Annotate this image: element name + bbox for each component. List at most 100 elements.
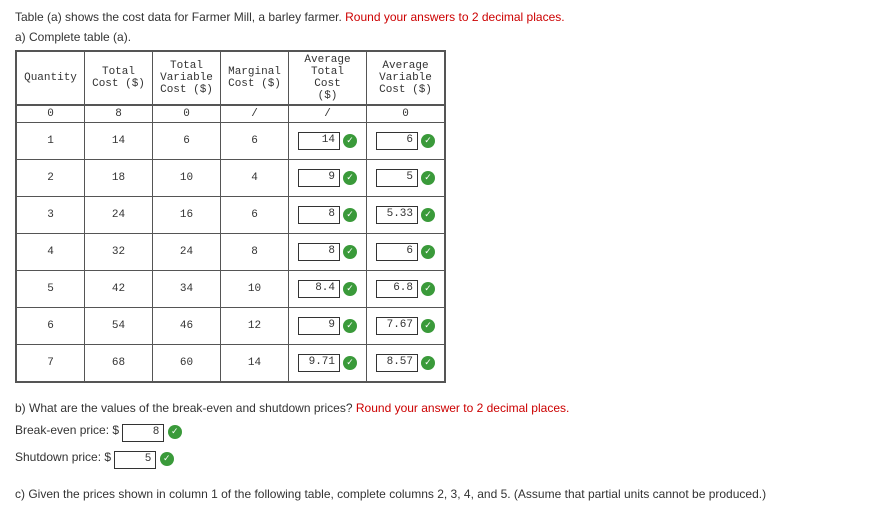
r7-atc: 9.71✓ — [289, 345, 367, 383]
r6-atc-input[interactable]: 9 — [298, 317, 340, 335]
check-icon: ✓ — [343, 319, 357, 333]
r3-avc-input[interactable]: 5.33 — [376, 206, 418, 224]
r4-tc: 32 — [85, 234, 153, 271]
row-6: 6 54 46 12 9✓ 7.67✓ — [16, 308, 445, 345]
cost-table: Quantity TotalCost ($) TotalVariableCost… — [15, 50, 446, 383]
r4-mc: 8 — [221, 234, 289, 271]
row-1: 1 14 6 6 14✓ 6✓ — [16, 123, 445, 160]
r6-tvc: 46 — [153, 308, 221, 345]
r0-mc: / — [221, 105, 289, 123]
r7-avc: 8.57✓ — [367, 345, 446, 383]
r7-atc-input[interactable]: 9.71 — [298, 354, 340, 372]
r0-tvc: 0 — [153, 105, 221, 123]
intro-line-1: Table (a) shows the cost data for Farmer… — [15, 10, 872, 24]
check-icon: ✓ — [343, 245, 357, 259]
r0-q: 0 — [16, 105, 85, 123]
r2-mc: 4 — [221, 160, 289, 197]
intro-red: Round your answers to 2 decimal places. — [345, 10, 564, 24]
row-3: 3 24 16 6 8✓ 5.33✓ — [16, 197, 445, 234]
r5-avc: 6.8✓ — [367, 271, 446, 308]
r5-avc-input[interactable]: 6.8 — [376, 280, 418, 298]
check-icon: ✓ — [160, 452, 174, 466]
r3-tvc: 16 — [153, 197, 221, 234]
r6-avc-input[interactable]: 7.67 — [376, 317, 418, 335]
intro-line-2: a) Complete table (a). — [15, 30, 872, 44]
h-atc: AverageTotal Cost($) — [289, 51, 367, 105]
r4-atc: 8✓ — [289, 234, 367, 271]
r1-mc: 6 — [221, 123, 289, 160]
check-icon: ✓ — [421, 356, 435, 370]
r5-q: 5 — [16, 271, 85, 308]
part-c: c) Given the prices shown in column 1 of… — [15, 487, 872, 501]
r6-q: 6 — [16, 308, 85, 345]
r6-mc: 12 — [221, 308, 289, 345]
r3-mc: 6 — [221, 197, 289, 234]
r3-atc: 8✓ — [289, 197, 367, 234]
r7-q: 7 — [16, 345, 85, 383]
part-b: b) What are the values of the break-even… — [15, 401, 872, 469]
row-5: 5 42 34 10 8.4✓ 6.8✓ — [16, 271, 445, 308]
r1-atc: 14✓ — [289, 123, 367, 160]
r2-atc-input[interactable]: 9 — [298, 169, 340, 187]
shutdown-input[interactable]: 5 — [114, 451, 156, 469]
r7-avc-input[interactable]: 8.57 — [376, 354, 418, 372]
h-tvc: TotalVariableCost ($) — [153, 51, 221, 105]
r5-atc-input[interactable]: 8.4 — [298, 280, 340, 298]
check-icon: ✓ — [421, 208, 435, 222]
h-mc: MarginalCost ($) — [221, 51, 289, 105]
r3-q: 3 — [16, 197, 85, 234]
r1-avc: 6✓ — [367, 123, 446, 160]
r4-tvc: 24 — [153, 234, 221, 271]
r6-atc: 9✓ — [289, 308, 367, 345]
r3-atc-input[interactable]: 8 — [298, 206, 340, 224]
check-icon: ✓ — [343, 208, 357, 222]
r5-mc: 10 — [221, 271, 289, 308]
check-icon: ✓ — [421, 319, 435, 333]
r1-tc: 14 — [85, 123, 153, 160]
check-icon: ✓ — [343, 134, 357, 148]
partb-q: b) What are the values of the break-even… — [15, 401, 356, 415]
r7-mc: 14 — [221, 345, 289, 383]
row-4: 4 32 24 8 8✓ 6✓ — [16, 234, 445, 271]
breakeven-line: Break-even price: $ 8 ✓ — [15, 423, 872, 442]
partb-q-red: Round your answer to 2 decimal places. — [356, 401, 569, 415]
check-icon: ✓ — [343, 171, 357, 185]
r5-tvc: 34 — [153, 271, 221, 308]
r2-tvc: 10 — [153, 160, 221, 197]
r5-atc: 8.4✓ — [289, 271, 367, 308]
r3-tc: 24 — [85, 197, 153, 234]
intro-text: Table (a) shows the cost data for Farmer… — [15, 10, 345, 24]
h-qty: Quantity — [16, 51, 85, 105]
r2-atc: 9✓ — [289, 160, 367, 197]
r2-tc: 18 — [85, 160, 153, 197]
r6-tc: 54 — [85, 308, 153, 345]
r1-avc-input[interactable]: 6 — [376, 132, 418, 150]
r0-tc: 8 — [85, 105, 153, 123]
r4-atc-input[interactable]: 8 — [298, 243, 340, 261]
breakeven-label: Break-even price: $ — [15, 423, 119, 437]
r2-avc-input[interactable]: 5 — [376, 169, 418, 187]
check-icon: ✓ — [421, 282, 435, 296]
row-2: 2 18 10 4 9✓ 5✓ — [16, 160, 445, 197]
r2-avc: 5✓ — [367, 160, 446, 197]
h-tc: TotalCost ($) — [85, 51, 153, 105]
check-icon: ✓ — [168, 425, 182, 439]
r0-atc: / — [289, 105, 367, 123]
shutdown-line: Shutdown price: $ 5 ✓ — [15, 450, 872, 469]
check-icon: ✓ — [421, 171, 435, 185]
check-icon: ✓ — [421, 245, 435, 259]
breakeven-input[interactable]: 8 — [122, 424, 164, 442]
header-row: Quantity TotalCost ($) TotalVariableCost… — [16, 51, 445, 105]
row-0: 0 8 0 / / 0 — [16, 105, 445, 123]
check-icon: ✓ — [343, 356, 357, 370]
check-icon: ✓ — [343, 282, 357, 296]
r6-avc: 7.67✓ — [367, 308, 446, 345]
r4-avc-input[interactable]: 6 — [376, 243, 418, 261]
h-avc: AverageVariableCost ($) — [367, 51, 446, 105]
r2-q: 2 — [16, 160, 85, 197]
r4-avc: 6✓ — [367, 234, 446, 271]
r5-tc: 42 — [85, 271, 153, 308]
r1-q: 1 — [16, 123, 85, 160]
row-7: 7 68 60 14 9.71✓ 8.57✓ — [16, 345, 445, 383]
r1-atc-input[interactable]: 14 — [298, 132, 340, 150]
